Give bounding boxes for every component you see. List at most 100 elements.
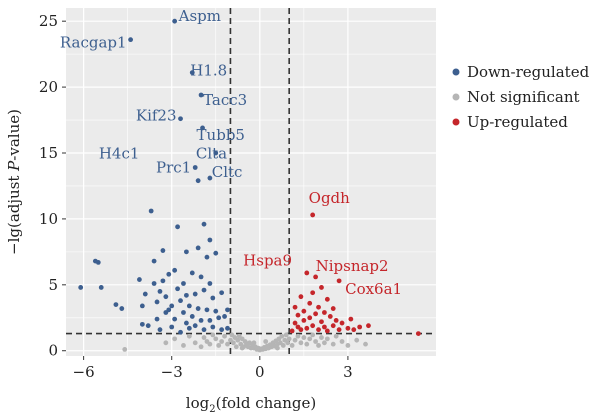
data-point (186, 333, 192, 339)
data-point (304, 270, 310, 276)
data-point (178, 298, 183, 304)
data-point (195, 245, 201, 251)
data-point (142, 291, 148, 297)
data-point (204, 307, 210, 313)
data-point (298, 327, 304, 333)
gene-label: Clta (196, 144, 227, 162)
data-point (78, 285, 84, 290)
data-point (175, 286, 180, 292)
data-point (239, 345, 245, 351)
data-point (151, 281, 157, 286)
gene-label: Cltc (212, 163, 243, 181)
data-point (225, 341, 230, 347)
data-point (280, 343, 286, 348)
data-point (219, 327, 225, 333)
data-point (322, 324, 327, 330)
data-point (304, 325, 310, 331)
data-point (319, 319, 324, 325)
gene-label: Prc1 (156, 159, 191, 177)
data-point (222, 314, 227, 319)
data-point (251, 340, 257, 346)
data-point (275, 345, 280, 351)
data-point (304, 341, 310, 347)
data-point (233, 344, 239, 350)
data-point (172, 336, 178, 342)
data-point (307, 336, 313, 342)
data-point (285, 340, 291, 346)
data-point (166, 307, 172, 313)
data-point (122, 347, 128, 352)
data-point (154, 316, 160, 322)
data-point (319, 285, 324, 290)
data-point (219, 290, 225, 296)
data-point (366, 323, 371, 329)
data-point (192, 291, 198, 297)
data-point (310, 290, 316, 296)
data-point (192, 165, 198, 170)
data-point (307, 300, 313, 306)
data-point (137, 277, 142, 282)
data-point (292, 304, 298, 310)
data-point (316, 327, 321, 333)
data-point (319, 335, 324, 340)
data-point (286, 336, 292, 342)
data-point (213, 250, 219, 256)
data-point (213, 150, 219, 156)
data-point (292, 320, 298, 326)
data-point (195, 178, 201, 184)
data-point (301, 318, 307, 323)
data-point (336, 327, 342, 333)
data-point (345, 343, 351, 348)
data-point (213, 308, 219, 314)
legend-label: Down-regulated (467, 63, 590, 81)
y-axis-label: −lg(adjust P-value) (5, 109, 23, 255)
y-tick-label: 20 (39, 78, 58, 96)
data-point (189, 314, 195, 319)
data-point (181, 310, 186, 315)
data-point (316, 304, 321, 310)
data-point (213, 336, 219, 342)
data-point (163, 340, 169, 346)
data-point (351, 327, 357, 333)
data-point (186, 303, 192, 309)
legend-marker (452, 93, 460, 101)
data-point (322, 340, 327, 346)
gene-label: Hspa9 (243, 251, 292, 269)
gene-label: Cox6a1 (345, 280, 402, 298)
data-point (324, 328, 330, 334)
data-point (310, 323, 316, 329)
data-point (157, 289, 163, 294)
data-point (189, 70, 195, 75)
data-point (327, 314, 333, 319)
data-point (200, 125, 205, 131)
gene-label: Tacc3 (203, 91, 247, 109)
data-point (183, 249, 189, 255)
data-point (160, 248, 166, 253)
data-point (292, 337, 298, 343)
data-point (289, 343, 295, 348)
data-point (207, 237, 213, 243)
data-point (201, 335, 207, 340)
data-point (324, 296, 330, 302)
data-point (289, 328, 295, 334)
data-point (415, 331, 421, 336)
data-point (145, 323, 151, 329)
gene-label: Nipsnap2 (316, 257, 389, 275)
data-point (230, 340, 236, 346)
data-point (313, 311, 319, 317)
data-point (301, 308, 307, 314)
data-point (172, 316, 178, 322)
data-point (363, 341, 368, 347)
data-point (169, 324, 175, 330)
data-point (210, 332, 216, 338)
data-point (198, 344, 204, 350)
x-tick-label: −6 (73, 363, 95, 381)
x-axis-label: log2(fold change) (186, 394, 316, 415)
data-point (298, 294, 304, 300)
data-point (310, 332, 316, 338)
data-point (339, 339, 345, 344)
data-point (313, 339, 319, 344)
gene-label: Tubb5 (197, 126, 245, 144)
y-tick-label: 0 (48, 342, 58, 360)
